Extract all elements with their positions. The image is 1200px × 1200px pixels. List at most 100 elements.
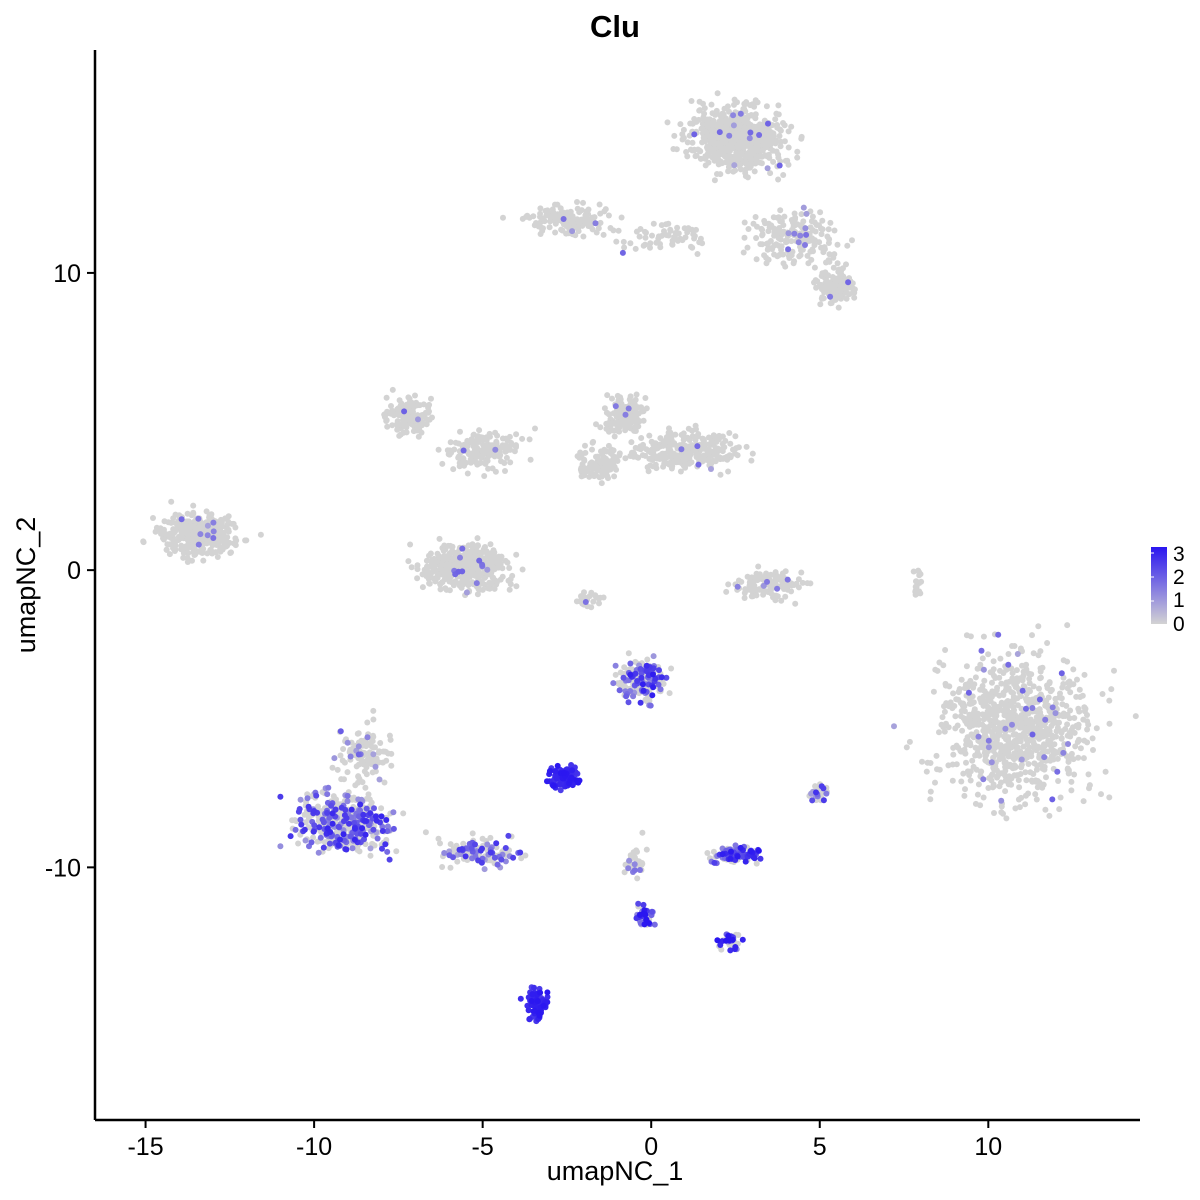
cell-point [965,738,972,745]
cell-point [598,480,605,487]
cell-point [831,251,838,258]
cell-point [983,698,990,705]
cell-point [577,466,584,473]
cell-point [631,861,638,868]
cell-point [642,234,649,241]
cell-point [232,524,239,531]
cell-point [759,226,766,233]
cell-point [647,240,654,247]
cell-point [439,864,446,870]
cell-point [669,237,676,244]
cell-point [222,543,229,550]
cell-point [970,763,977,770]
cell-point [753,860,760,867]
cell-point [377,740,384,746]
cell-point [1075,754,1082,761]
cell-point [622,455,629,462]
cell-point [459,545,466,552]
cell-point [407,541,414,548]
cell-point [1051,741,1058,748]
cell-point [985,744,992,751]
cell-point [818,244,825,251]
cell-point [973,729,980,736]
cell-point [714,90,721,97]
cell-point [320,844,327,851]
cell-point [1002,764,1009,770]
cell-point [691,116,698,122]
cell-point [610,680,617,687]
cell-point [775,151,782,158]
cell-point [575,224,582,231]
cell-point [699,435,706,442]
cell-point [1073,693,1080,700]
cell-point [217,546,224,553]
cell-point [429,414,435,421]
cell-point [666,690,673,697]
cell-point [807,580,814,587]
cell-point [730,112,737,119]
cell-point [611,433,618,440]
cell-point [612,403,619,410]
cell-point [597,210,604,217]
cell-point [992,751,999,758]
cell-point [170,537,177,544]
cell-point [384,423,391,430]
cell-point [765,120,771,127]
cell-point [457,554,463,561]
cell-point [832,282,839,289]
cell-point [588,604,595,611]
cell-point [394,426,401,433]
cell-point [625,405,632,412]
cell-point [819,286,825,293]
cell-point [1057,794,1064,801]
cell-point [667,227,674,234]
cell-point [1008,698,1015,705]
cell-point [818,783,825,790]
cell-point [753,256,760,263]
cell-point [941,708,948,715]
cell-point [517,849,524,856]
cell-point [953,742,960,749]
cell-point [927,760,934,766]
cell-point [1064,766,1071,773]
cell-point [752,115,759,122]
cell-point [785,230,792,237]
cell-point [1000,810,1006,817]
cell-point [1080,755,1087,762]
cell-point [451,561,458,568]
cell-point [690,231,697,238]
cell-point [1058,735,1065,742]
cell-point [980,744,986,751]
cell-point [403,424,410,431]
cell-point [748,457,755,464]
cell-point [778,229,785,236]
cell-point [959,727,966,734]
cell-point [650,220,657,227]
cell-point [906,738,913,745]
cell-point [964,685,971,692]
cell-point [851,294,858,301]
cell-point [662,460,669,467]
cell-point [277,843,284,850]
cell-point [700,100,706,107]
cell-point [973,721,980,728]
cell-point [478,859,485,866]
cell-point [394,406,401,413]
cell-point [1046,740,1053,747]
cell-point [581,457,588,464]
cell-point [824,233,831,240]
cell-point [692,422,699,429]
cell-point [1037,675,1044,682]
cell-point [1068,750,1075,757]
cell-point [589,446,595,453]
cell-point [981,688,988,695]
cell-point [698,125,705,132]
cell-point [186,524,193,531]
cell-point [519,435,526,442]
cell-point [493,579,500,586]
cell-point [664,119,671,126]
cell-point [708,101,715,108]
cell-point [819,270,826,277]
cell-point [757,241,764,248]
